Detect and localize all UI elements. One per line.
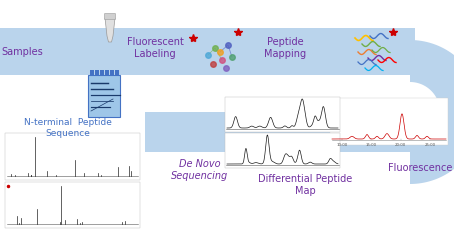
Polygon shape bbox=[0, 28, 415, 75]
Bar bbox=[5, 133, 140, 180]
Bar bbox=[110, 70, 114, 75]
Text: De Novo
Sequencing: De Novo Sequencing bbox=[171, 159, 229, 181]
Text: Fluorescent
Labeling: Fluorescent Labeling bbox=[127, 37, 183, 59]
Text: 20:00: 20:00 bbox=[395, 143, 406, 147]
Polygon shape bbox=[145, 112, 420, 152]
Polygon shape bbox=[410, 40, 454, 184]
Text: Differential Peptide
Map: Differential Peptide Map bbox=[258, 174, 352, 196]
Text: N-terminal  Peptide
Sequence: N-terminal Peptide Sequence bbox=[24, 118, 112, 138]
Bar bbox=[90, 70, 94, 75]
Polygon shape bbox=[105, 18, 115, 42]
Text: 25:00: 25:00 bbox=[425, 143, 436, 147]
Text: Peptide
Mapping: Peptide Mapping bbox=[264, 37, 306, 59]
Bar bbox=[95, 70, 99, 75]
Bar bbox=[330, 98, 448, 145]
Bar bbox=[225, 133, 340, 168]
Text: 15:00: 15:00 bbox=[366, 143, 377, 147]
FancyBboxPatch shape bbox=[104, 14, 115, 20]
Bar bbox=[100, 70, 104, 75]
Text: Fluorescence: Fluorescence bbox=[388, 163, 452, 173]
Bar bbox=[5, 182, 140, 228]
Bar bbox=[115, 70, 119, 75]
Bar bbox=[88, 75, 120, 117]
Text: Samples: Samples bbox=[1, 47, 43, 57]
Bar bbox=[105, 70, 109, 75]
Text: 10:00: 10:00 bbox=[336, 143, 347, 147]
Bar bbox=[225, 97, 340, 132]
